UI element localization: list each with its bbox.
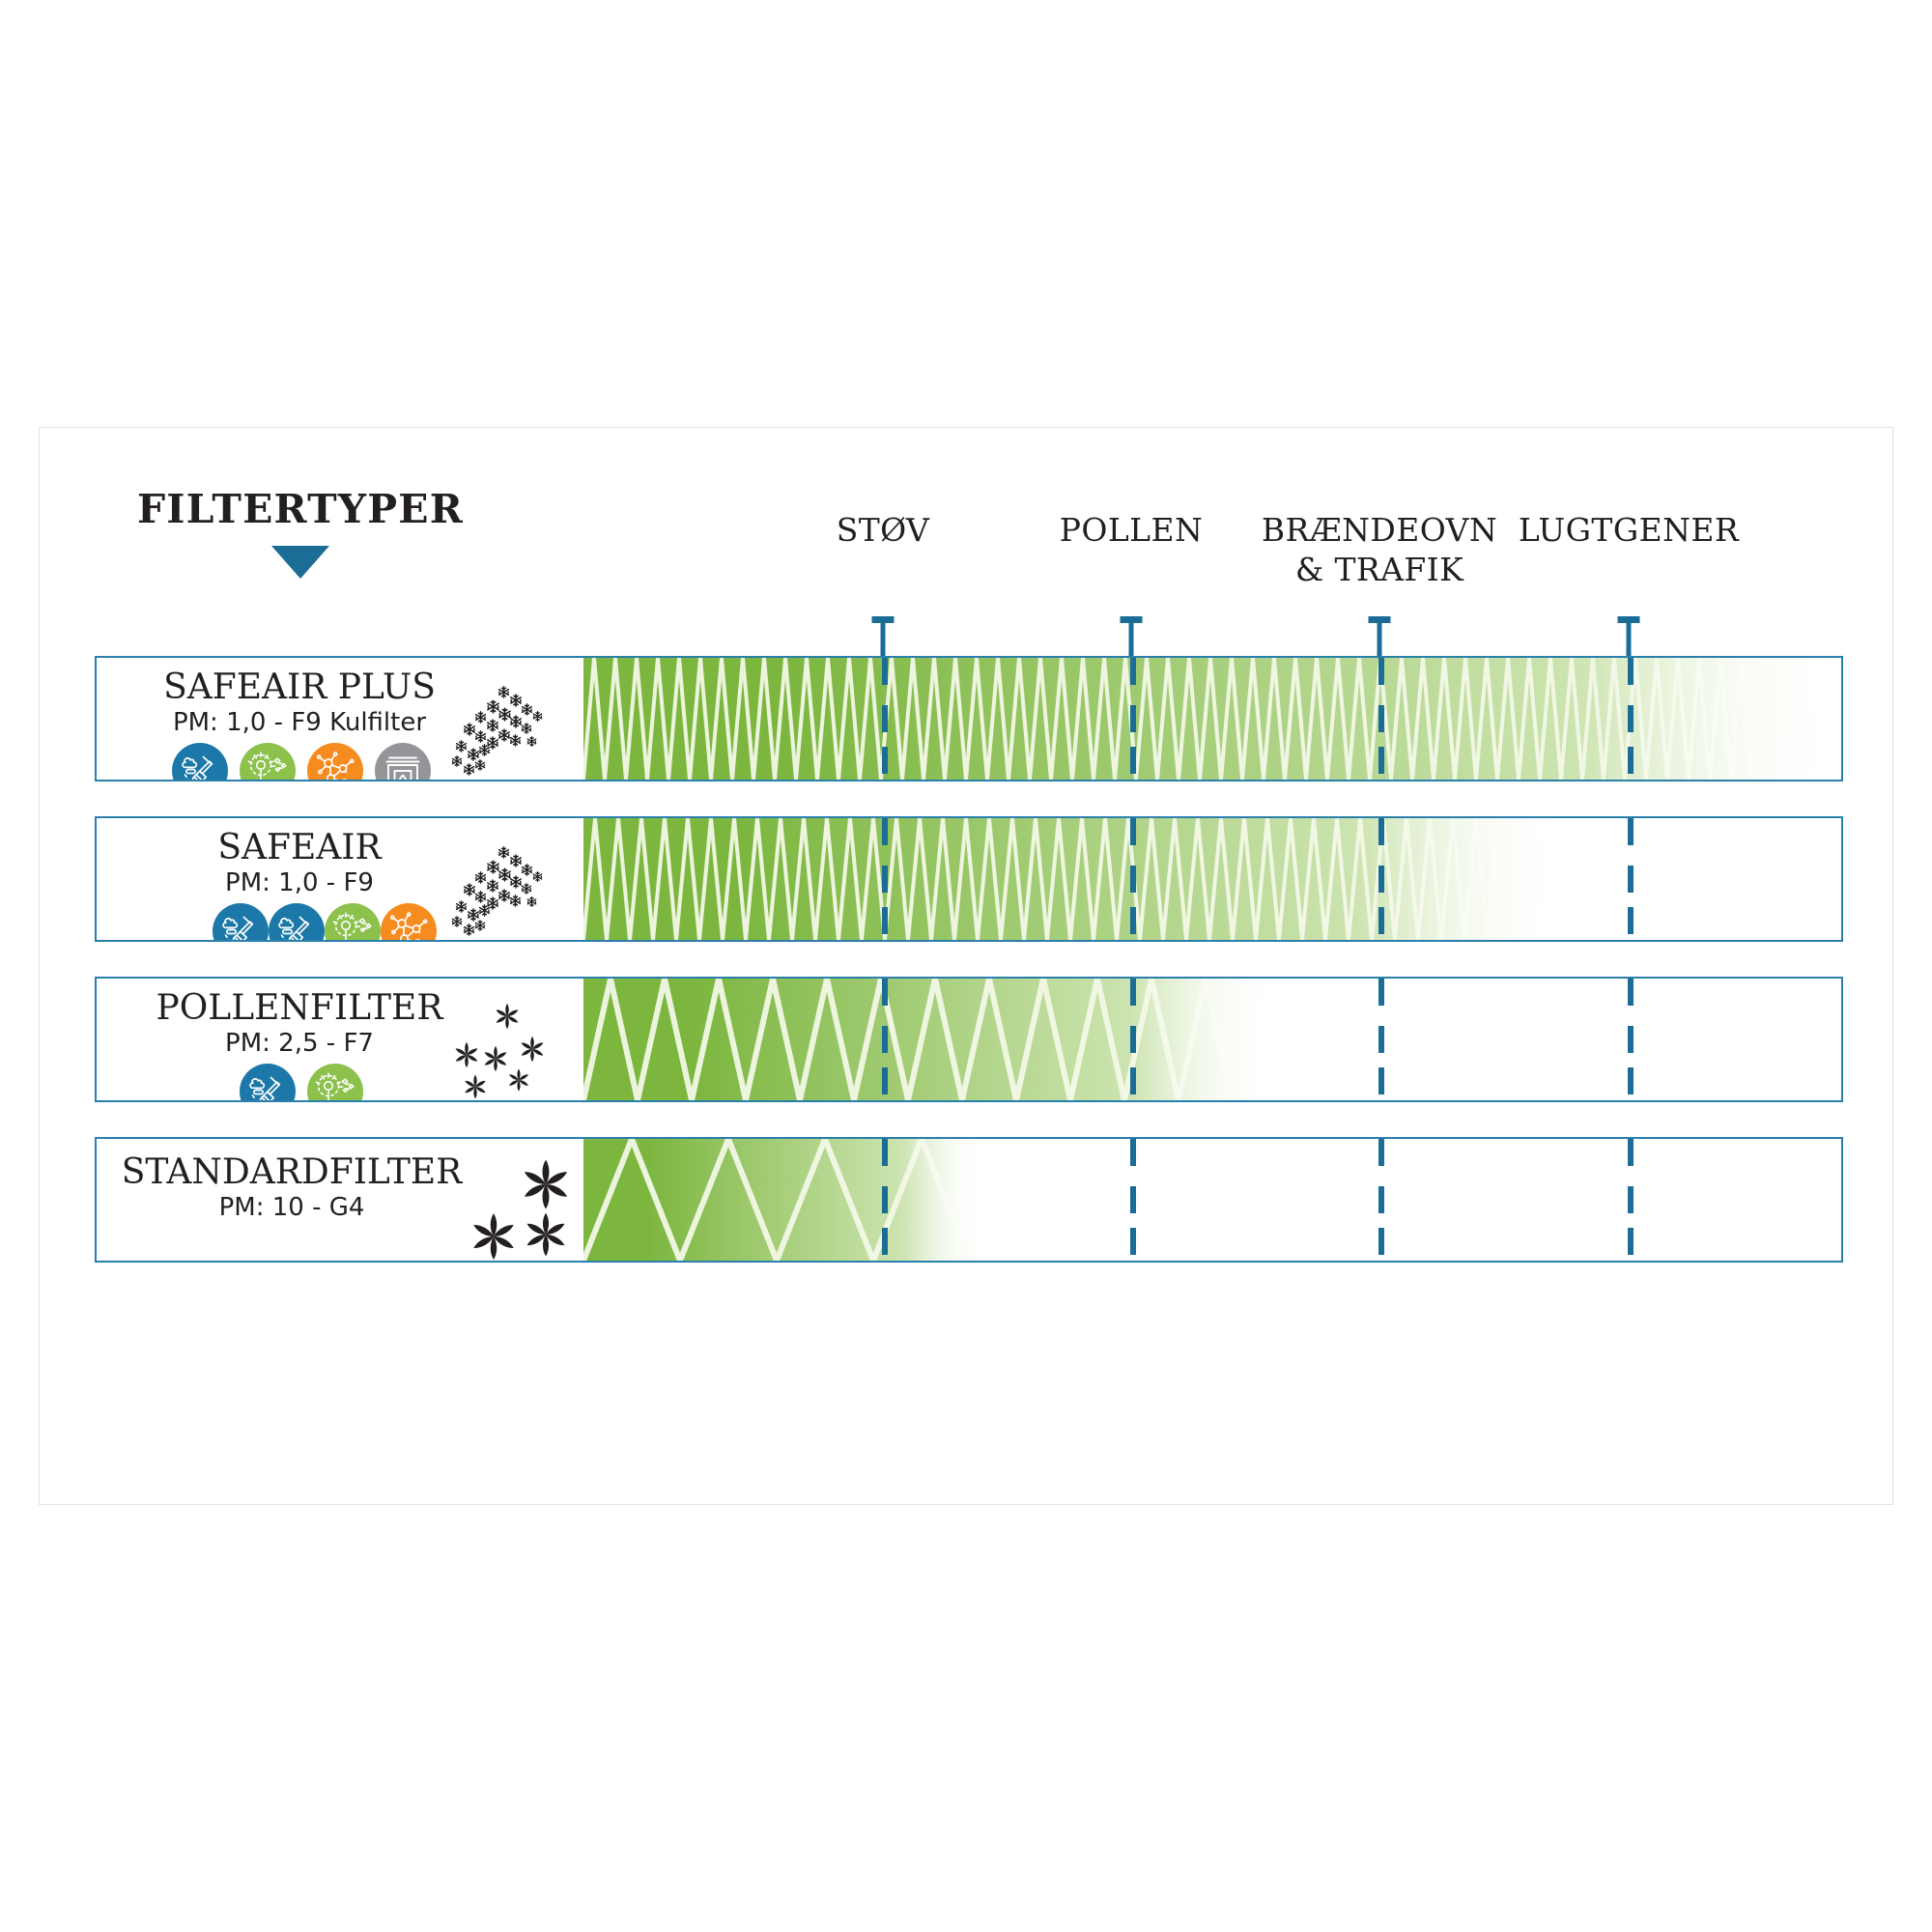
grid-dash-2 (1130, 746, 1136, 774)
grid-dash-2 (1130, 979, 1136, 1006)
dust-broom-icon[interactable] (172, 743, 228, 780)
grid-dash-2 (1130, 906, 1136, 934)
grid-dash-4 (1628, 746, 1634, 774)
row-label-panel: SAFEAIR PLUS PM: 1,0 - F9 Kulfilter (97, 658, 583, 780)
triangle-down-icon (271, 546, 329, 579)
grid-dash-1 (882, 865, 888, 893)
filter-row[interactable]: SAFEAIR PM: 1,0 - F9 (95, 816, 1843, 942)
grid-dash-4 (1628, 658, 1634, 685)
grid-dash-1 (882, 906, 888, 934)
filtertypes-heading: FILTERTYPER (98, 486, 503, 579)
pollutant-chip-group (240, 1064, 363, 1100)
grid-dash-1 (882, 1185, 888, 1213)
grid-dash-1 (882, 1025, 888, 1053)
grid-dash-1 (882, 818, 888, 845)
grid-dash-3 (1378, 1066, 1384, 1094)
pollutant-chip-group (213, 903, 437, 940)
grid-dash-1 (882, 704, 888, 732)
grid-dash-4 (1628, 906, 1634, 934)
bar-fade-mask (583, 979, 1841, 1100)
grid-dash-1 (882, 1066, 888, 1094)
grid-dash-3 (1378, 1185, 1384, 1213)
coverage-bar-1 (583, 658, 1841, 780)
pollutant-chip-group (172, 743, 431, 780)
grid-dash-4 (1628, 865, 1634, 893)
coverage-bar-4 (583, 1139, 1841, 1261)
grid-dash-3 (1378, 865, 1384, 893)
filter-spec: PM: 1,0 - F9 Kulfilter (172, 708, 427, 737)
filter-name: SAFEAIR (217, 828, 382, 867)
fireplace-icon[interactable] (375, 743, 431, 780)
grid-dash-4 (1628, 1185, 1634, 1213)
grid-dash-2 (1130, 818, 1136, 845)
row-label-panel: POLLENFILTER PM: 2,5 - F7 (97, 979, 583, 1100)
grid-dash-1 (882, 979, 888, 1006)
grid-dash-2 (1130, 658, 1136, 685)
grid-dash-2 (1130, 704, 1136, 732)
grid-dash-3 (1378, 1139, 1384, 1166)
grid-dash-4 (1628, 1066, 1634, 1094)
column-tick-3 (1368, 616, 1391, 660)
grid-dash-2 (1130, 1185, 1136, 1213)
row-label-panel: SAFEAIR PM: 1,0 - F9 (97, 818, 583, 940)
molecule-icon[interactable] (307, 743, 363, 780)
grid-dash-3 (1378, 979, 1384, 1006)
grid-dash-2 (1130, 1066, 1136, 1094)
grid-dash-2 (1130, 1139, 1136, 1166)
pollen-dandelion-icon[interactable] (307, 1064, 363, 1100)
dust-broom-icon[interactable] (213, 903, 269, 940)
column-tick-2 (1120, 616, 1143, 660)
grid-dash-2 (1130, 1025, 1136, 1053)
pollen-dandelion-icon[interactable] (240, 743, 296, 780)
bar-fade-mask (583, 1139, 1841, 1261)
column-tick-1 (871, 616, 895, 660)
filter-name: SAFEAIR PLUS (163, 668, 436, 707)
filter-comparison-card: FILTERTYPER STØV POLLEN BRÆNDEOVN & TRAFIK… (39, 427, 1893, 1505)
column-header-3: BRÆNDEOVN & TRAFIK (1261, 511, 1498, 589)
coverage-bar-3 (583, 979, 1841, 1100)
grid-dash-1 (882, 1227, 888, 1255)
column-header-1: STØV (836, 511, 930, 549)
grid-dash-3 (1378, 704, 1384, 732)
column-header-4: LUGTGENER (1518, 511, 1740, 549)
grid-dash-4 (1628, 704, 1634, 732)
filter-row[interactable]: POLLENFILTER PM: 2,5 - F7 (95, 977, 1843, 1102)
coverage-bar-2 (583, 818, 1841, 940)
grid-dash-4 (1628, 1139, 1634, 1166)
grid-dash-2 (1130, 1227, 1136, 1255)
dust-broom-icon[interactable] (240, 1064, 296, 1100)
column-headers: STØV POLLEN BRÆNDEOVN & TRAFIK LUGTGENER (523, 510, 1856, 660)
grid-dash-2 (1130, 865, 1136, 893)
bar-fade-mask (583, 818, 1841, 940)
grid-dash-3 (1378, 906, 1384, 934)
grid-dash-3 (1378, 1025, 1384, 1053)
grid-dash-3 (1378, 1227, 1384, 1255)
grid-dash-4 (1628, 1227, 1634, 1255)
bar-fade-mask (583, 658, 1841, 780)
grid-dash-1 (882, 658, 888, 685)
grid-dash-4 (1628, 818, 1634, 845)
filter-name: STANDARDFILTER (121, 1152, 463, 1192)
page-title: FILTERTYPER (136, 486, 465, 532)
grid-dash-3 (1378, 746, 1384, 774)
row-label-panel: STANDARDFILTER PM: 10 - G4 (97, 1139, 583, 1261)
filter-name: POLLENFILTER (156, 988, 443, 1028)
filter-spec: PM: 1,0 - F9 (225, 868, 374, 897)
grid-dash-1 (882, 746, 888, 774)
grid-dash-3 (1378, 658, 1384, 685)
molecule-icon[interactable] (381, 903, 437, 940)
filter-spec: PM: 2,5 - F7 (225, 1029, 374, 1058)
grid-dash-4 (1628, 1025, 1634, 1053)
grid-dash-3 (1378, 818, 1384, 845)
grid-dash-4 (1628, 979, 1634, 1006)
filter-row[interactable]: SAFEAIR PLUS PM: 1,0 - F9 Kulfilter (95, 656, 1843, 781)
dust-broom-icon[interactable] (269, 903, 325, 940)
filter-row[interactable]: STANDARDFILTER PM: 10 - G4 (95, 1137, 1843, 1263)
pollen-dandelion-icon[interactable] (325, 903, 381, 940)
column-header-2: POLLEN (1059, 511, 1204, 549)
column-tick-4 (1617, 616, 1640, 660)
grid-dash-1 (882, 1139, 888, 1166)
filter-spec: PM: 10 - G4 (218, 1193, 365, 1222)
